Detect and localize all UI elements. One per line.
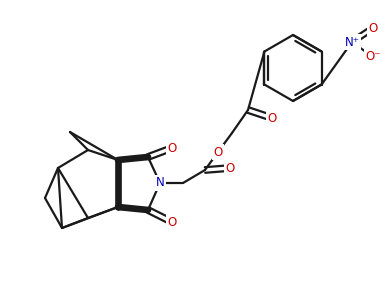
Text: O: O: [167, 142, 177, 155]
Text: O: O: [267, 111, 277, 124]
Text: O: O: [225, 162, 235, 175]
Text: N: N: [156, 177, 165, 190]
Text: N⁺: N⁺: [345, 36, 359, 49]
Text: O: O: [213, 146, 223, 158]
Text: O⁻: O⁻: [365, 50, 381, 63]
Text: O: O: [368, 21, 378, 34]
Text: O: O: [167, 215, 177, 228]
